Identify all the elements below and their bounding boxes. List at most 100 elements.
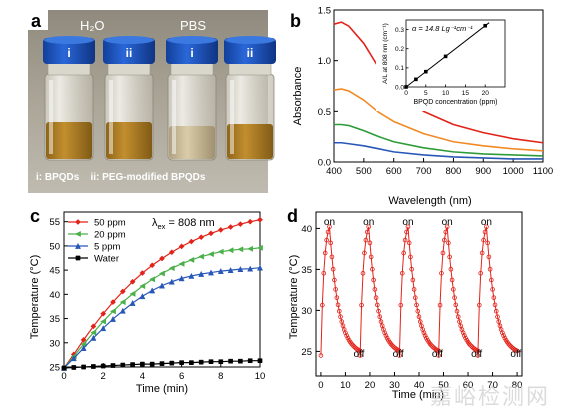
panel-c-ytick-label: 55 bbox=[49, 217, 60, 228]
panel-d-point bbox=[475, 353, 481, 358]
panel-c-point bbox=[100, 310, 107, 317]
panel-b-ytick-label: 1.5 bbox=[318, 6, 331, 17]
panel-c-xtick-label: 4 bbox=[140, 371, 145, 382]
panel-d-point bbox=[507, 342, 513, 348]
caption: i: BPQDs ii: PEG-modified BPQDs bbox=[36, 172, 206, 183]
panel-c-point bbox=[129, 290, 136, 297]
panel-d-point bbox=[373, 295, 379, 300]
panel-c-point bbox=[168, 249, 175, 256]
panel-c-point bbox=[119, 307, 126, 314]
panel-c-point bbox=[140, 361, 145, 367]
panel-c-ytick-label: 35 bbox=[49, 314, 60, 325]
panel-d-point bbox=[401, 250, 406, 256]
panel-c-ytick-label: 45 bbox=[49, 266, 60, 277]
panel-c: c Temperature (°C) Time (min) 0 2 4 6 8 10 25 3… bbox=[29, 206, 265, 395]
panel-c-point bbox=[139, 270, 146, 276]
panel-d-point bbox=[357, 353, 363, 358]
panel-d-axes-frame bbox=[315, 211, 523, 377]
panel-d-point bbox=[406, 240, 412, 246]
inset-point bbox=[483, 23, 487, 28]
panel-c-point bbox=[207, 269, 215, 276]
panel-c-point bbox=[217, 248, 224, 255]
panel-c-ytick-label: 30 bbox=[49, 338, 60, 349]
vial-highlight bbox=[109, 80, 113, 154]
panel-d-point bbox=[363, 237, 369, 243]
panel-d-point bbox=[366, 224, 372, 230]
panel-d-ytick-label: 25 bbox=[301, 347, 312, 358]
vial-liquid bbox=[46, 122, 92, 159]
panel-d-point bbox=[422, 333, 428, 338]
panel-d-point bbox=[457, 319, 462, 324]
panel-c-point bbox=[109, 308, 116, 315]
legend-marker bbox=[75, 255, 81, 261]
panel-d-ylabel: Temperature (°C) bbox=[288, 255, 300, 339]
panel-d-xtick-label: 20 bbox=[365, 380, 376, 391]
panel-c-point bbox=[237, 246, 244, 253]
panel-c-point bbox=[178, 260, 185, 267]
legend-label: 5 ppm bbox=[94, 242, 120, 253]
vial-label: i bbox=[67, 46, 70, 60]
panel-c-ytick-label: 50 bbox=[49, 241, 60, 252]
panel-d-ytick-label: 40 bbox=[301, 224, 312, 235]
panel-c-point bbox=[81, 364, 86, 370]
panel-c-ytick-label: 40 bbox=[49, 290, 60, 301]
on-label: on bbox=[363, 217, 374, 228]
panel-d-xtick-label: 40 bbox=[414, 380, 425, 391]
panel-d-point bbox=[408, 254, 413, 260]
panel-d-point bbox=[398, 302, 404, 308]
panel-d-point bbox=[333, 287, 338, 292]
inset-point bbox=[404, 85, 408, 89]
panel-d-point bbox=[501, 333, 506, 338]
panel-d-point bbox=[476, 302, 482, 308]
panel-c-point bbox=[120, 362, 126, 368]
panel-c-point bbox=[247, 218, 254, 225]
inset-xtick-label: 0 bbox=[404, 90, 408, 97]
panel-d-point bbox=[443, 229, 449, 235]
inset-point bbox=[424, 69, 428, 74]
panel-d-point bbox=[399, 270, 405, 276]
vial-cap-top bbox=[44, 36, 94, 44]
panel-c-xtick-label: 0 bbox=[61, 371, 66, 382]
panel-a-letter-box bbox=[28, 10, 48, 30]
panel-c-point bbox=[109, 315, 117, 322]
panel-d-point bbox=[322, 250, 328, 256]
panel-d-point bbox=[334, 295, 340, 300]
panel-c-point bbox=[149, 287, 156, 294]
off-label: off bbox=[432, 349, 443, 360]
panel-d-point bbox=[439, 270, 444, 276]
panel-d-point bbox=[492, 302, 498, 308]
panel-c-point bbox=[237, 265, 244, 273]
panel-c-point bbox=[110, 363, 116, 368]
panel-d-point bbox=[487, 266, 493, 272]
panel-d-point bbox=[368, 254, 374, 260]
vial-cap-top bbox=[104, 36, 154, 44]
panel-d-point bbox=[444, 224, 450, 230]
panel-d-xtick-label: 70 bbox=[487, 380, 498, 391]
panel-b-letter: b bbox=[290, 11, 301, 31]
panel-c-point bbox=[119, 288, 126, 295]
panel-d-point bbox=[372, 287, 378, 292]
panel-c-point bbox=[158, 270, 165, 277]
legend-marker bbox=[74, 230, 81, 238]
panel-d-point bbox=[446, 240, 451, 246]
panel-c-point bbox=[100, 363, 106, 369]
panel-d-point bbox=[451, 287, 456, 292]
panel-c-xtick-label: 10 bbox=[255, 371, 266, 382]
panel-d-point bbox=[493, 308, 499, 314]
off-label: off bbox=[510, 349, 521, 360]
panel-c-point bbox=[129, 278, 136, 285]
panel-d-point bbox=[447, 254, 452, 260]
panel-d-point bbox=[360, 270, 366, 276]
panel-d-point bbox=[325, 229, 331, 235]
panel-c-point bbox=[119, 299, 126, 306]
panel-b-series-line bbox=[334, 123, 544, 157]
inset-xtick-label: 15 bbox=[462, 90, 470, 97]
panel-a-letter: a bbox=[31, 11, 42, 31]
vial-label: i bbox=[190, 46, 193, 60]
panel-d-point bbox=[409, 266, 414, 272]
panel-c-point bbox=[71, 365, 77, 370]
panel-d-point bbox=[377, 314, 383, 320]
panel-c-point bbox=[237, 221, 244, 228]
panel-c-point bbox=[178, 243, 185, 250]
